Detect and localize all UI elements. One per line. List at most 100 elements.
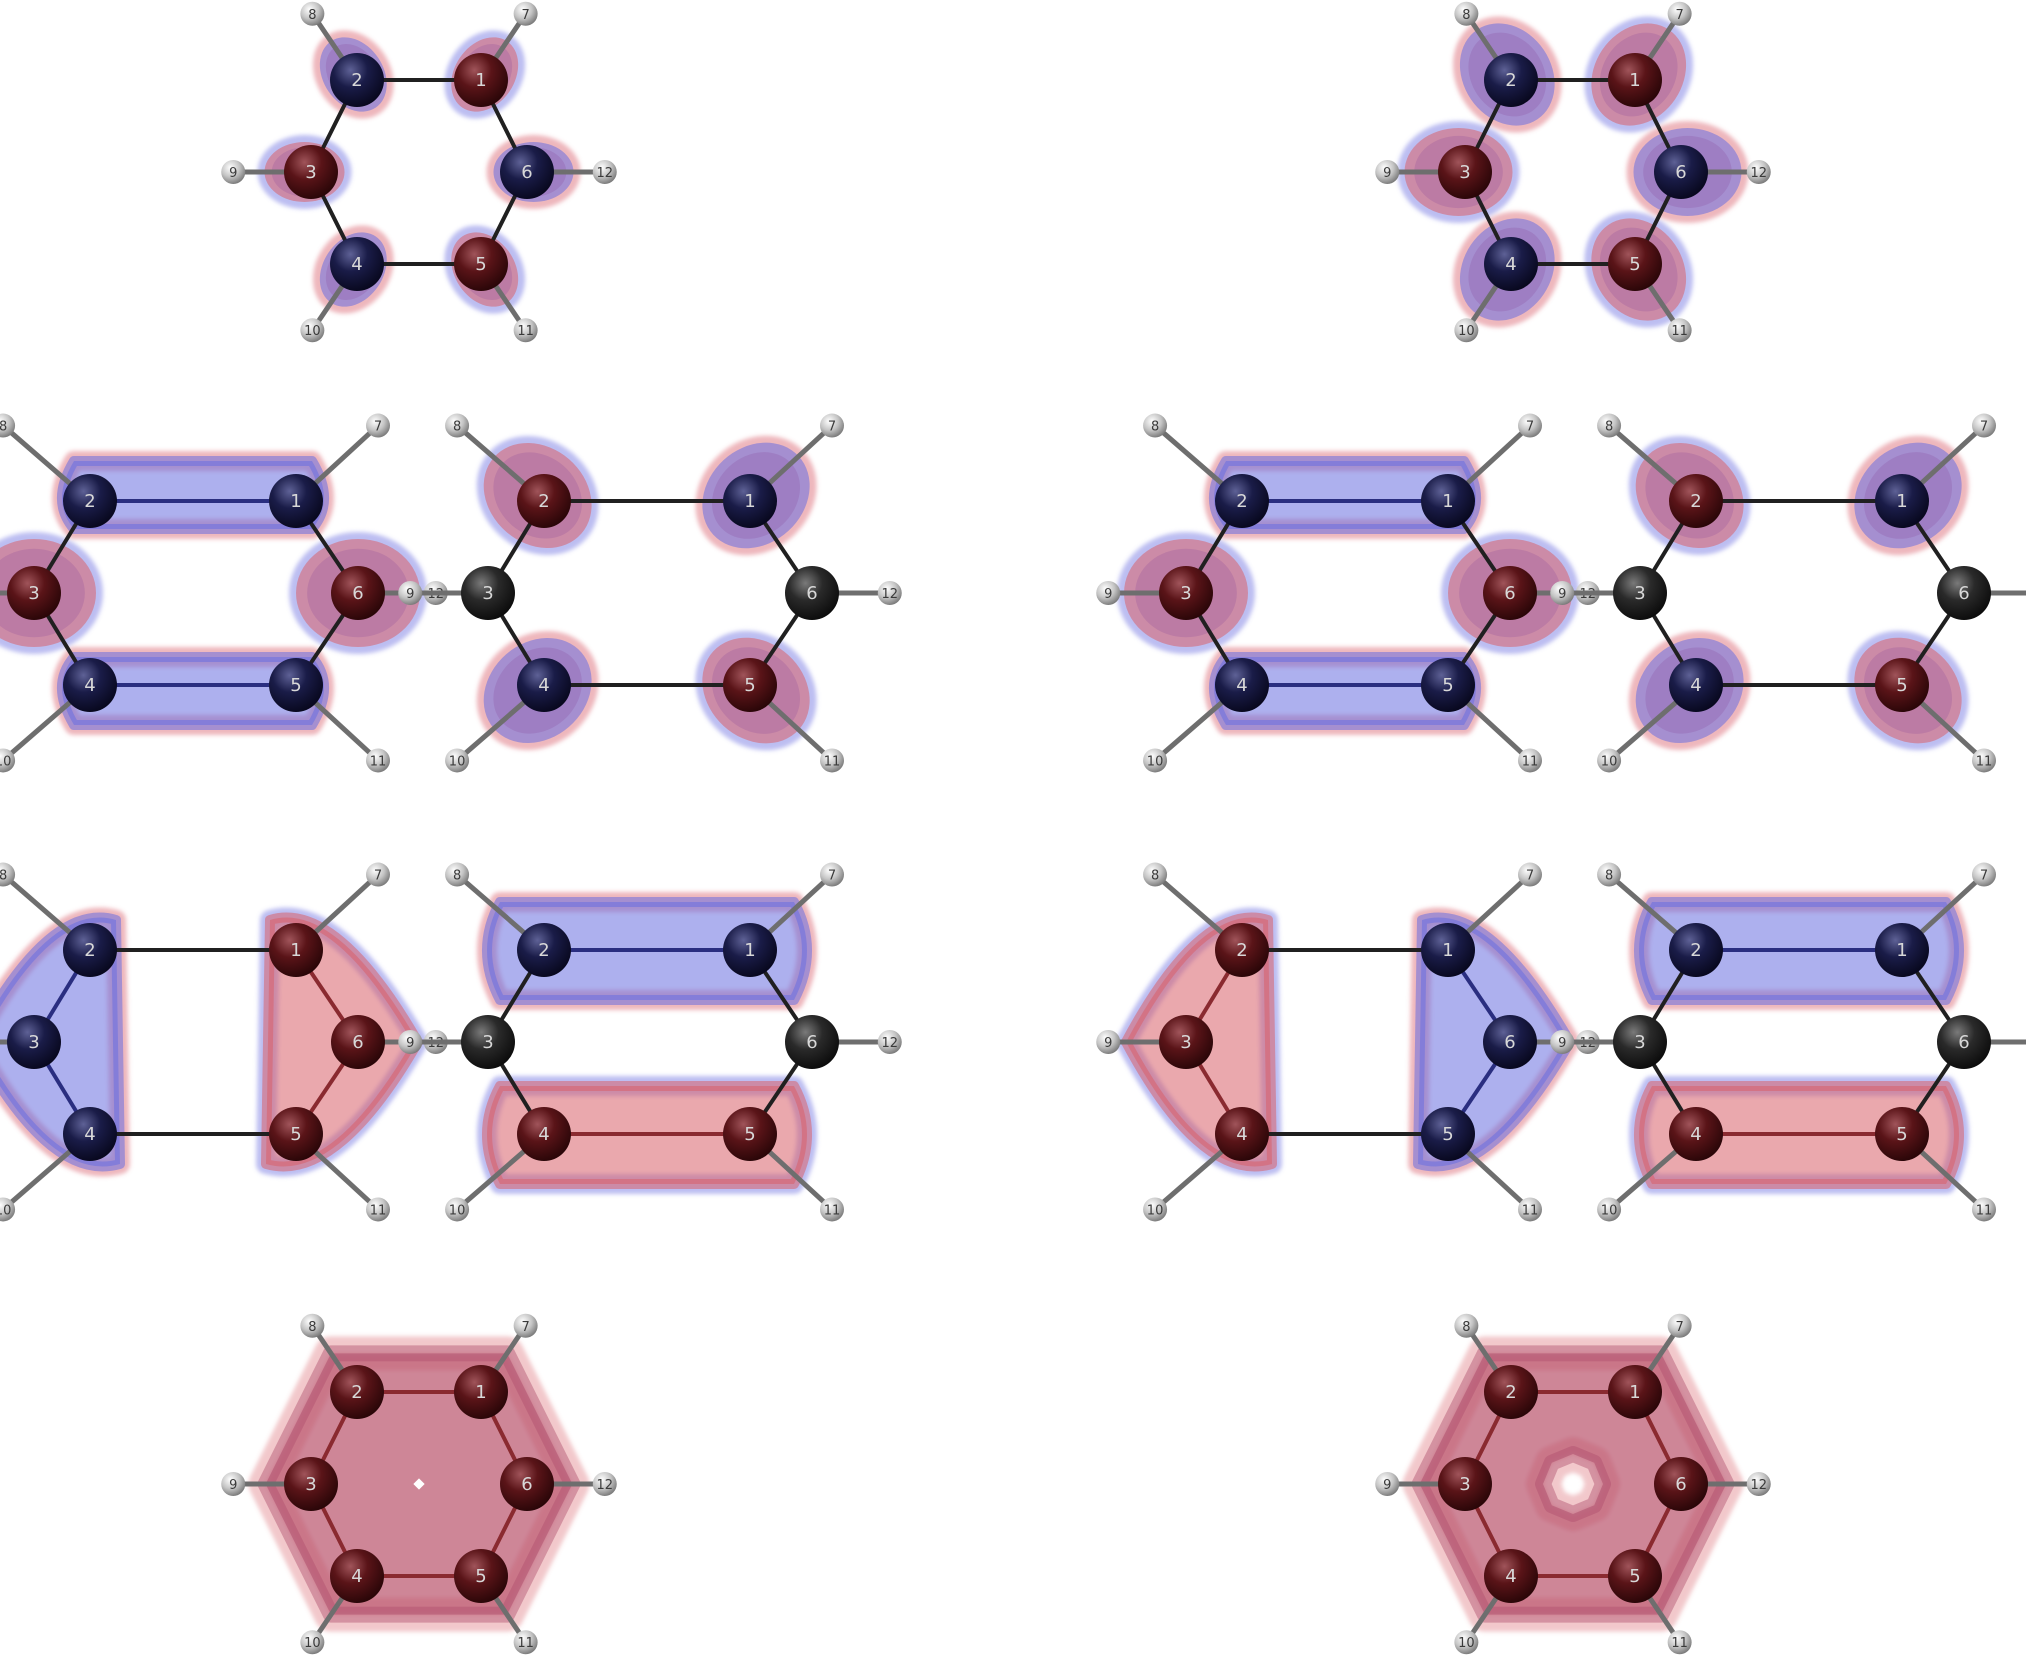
carbon-atom-5: 5: [1421, 1107, 1475, 1161]
hydrogen-label: 11: [1522, 1203, 1539, 1218]
hydrogen-label: 7: [1980, 420, 1988, 435]
hydrogen-label: 10: [1147, 754, 1164, 769]
carbon-label: 5: [1896, 675, 1907, 696]
hydrogen-atom-8: 8: [1597, 862, 1622, 887]
carbon-atoms: 1 2 3 4 5 6: [1613, 474, 1991, 712]
hydrogen-label: 10: [449, 754, 466, 769]
lobe-bond-4-5: [1629, 1076, 1969, 1194]
hydrogen-atom-7: 7: [366, 862, 390, 887]
carbon-atom-3: 3: [1438, 145, 1492, 199]
carbon-atoms: 1 2 3 4 5 6: [461, 923, 839, 1161]
carbon-label: 3: [28, 1032, 39, 1053]
carbon-label: 3: [1180, 583, 1191, 604]
carbon-label: 5: [475, 254, 486, 275]
hydrogen-label: 11: [1671, 1636, 1688, 1651]
hydrogen-atom-12: 12: [1746, 1472, 1771, 1496]
carbon-label: 3: [1459, 1474, 1470, 1495]
carbon-atom-2: 2: [330, 53, 384, 107]
hydrogen-atom-10: 10: [445, 1197, 470, 1222]
carbon-atom-5: 5: [1421, 658, 1475, 712]
carbon-label: 1: [1629, 70, 1640, 91]
hydrogen-label: 9: [1104, 1036, 1112, 1051]
carbon-atom-1: 1: [269, 923, 323, 977]
hydrogen-label: 10: [0, 1203, 11, 1218]
hydrogen-atom-7: 7: [1972, 862, 1996, 887]
carbon-atom-4: 4: [330, 1549, 384, 1603]
hydrogen-atom-7: 7: [1518, 413, 1542, 438]
carbon-label: 1: [290, 491, 301, 512]
carbon-label: 3: [305, 1474, 316, 1495]
hydrogen-label: 7: [521, 8, 529, 23]
carbon-atom-1: 1: [1608, 53, 1662, 107]
carbon-label: 3: [1180, 1032, 1191, 1053]
hydrogen-label: 7: [1675, 1320, 1683, 1335]
carbon-label: 6: [521, 1474, 532, 1495]
hydrogen-label: 8: [308, 1320, 316, 1335]
hydrogen-atom-8: 8: [0, 862, 16, 887]
carbon-label: 3: [28, 583, 39, 604]
carbon-label: 6: [1675, 1474, 1686, 1495]
carbon-atom-2: 2: [63, 474, 117, 528]
carbon-atom-1: 1: [1421, 474, 1475, 528]
hydrogen-atom-8: 8: [445, 862, 470, 887]
carbon-label: 5: [1629, 254, 1640, 275]
hydrogen-label: 10: [1601, 1203, 1618, 1218]
carbon-label: 6: [1675, 162, 1686, 183]
carbon-atom-6: 6: [1483, 566, 1537, 620]
carbon-atom-6: 6: [1654, 145, 1708, 199]
hydrogen-atom-7: 7: [513, 1, 538, 26]
hydrogen-atom-7: 7: [1667, 1313, 1692, 1338]
hydrogen-label: 12: [596, 1478, 613, 1493]
carbon-label: 1: [744, 491, 755, 512]
carbon-atom-5: 5: [1875, 1107, 1929, 1161]
carbon-atoms: 1 2 3 4 5 6: [1438, 53, 1708, 291]
hydrogen-atom-11: 11: [366, 1197, 390, 1222]
carbon-label: 3: [305, 162, 316, 183]
hydrogen-atom-11: 11: [820, 748, 844, 773]
carbon-label: 4: [1690, 1124, 1701, 1145]
carbon-label: 2: [1505, 70, 1516, 91]
carbon-atom-2: 2: [330, 1365, 384, 1419]
carbon-atom-5: 5: [723, 1107, 777, 1161]
hydrogen-atom-10: 10: [1143, 1197, 1168, 1222]
hydrogen-atom-9: 9: [1375, 160, 1400, 184]
carbon-atom-5: 5: [269, 1107, 323, 1161]
hydrogen-label: 7: [828, 869, 836, 884]
hydrogen-atom-10: 10: [0, 1197, 16, 1222]
hydrogen-atom-8: 8: [1143, 862, 1168, 887]
carbon-atom-5: 5: [723, 658, 777, 712]
carbon-atom-2: 2: [1669, 474, 1723, 528]
carbon-label: 4: [351, 254, 362, 275]
carbon-atom-3: 3: [1159, 566, 1213, 620]
hydrogen-label: 8: [1151, 420, 1159, 435]
hydrogen-atom-11: 11: [1667, 318, 1692, 343]
hydrogen-atom-11: 11: [1518, 1197, 1542, 1222]
hydrogen-label: 9: [1383, 166, 1391, 181]
hydrogen-atom-8: 8: [300, 1313, 325, 1338]
carbon-label: 6: [1504, 583, 1515, 604]
carbon-label: 2: [351, 1382, 362, 1403]
carbon-label: 6: [1958, 583, 1969, 604]
hydrogen-label: 12: [596, 166, 613, 181]
hydrogen-label: 10: [449, 1203, 466, 1218]
carbon-atom-5: 5: [1608, 1549, 1662, 1603]
hydrogen-label: 8: [1151, 869, 1159, 884]
carbon-label: 2: [1236, 940, 1247, 961]
carbon-atom-3: 3: [7, 1015, 61, 1069]
lobe-bond-4-5: [1204, 647, 1486, 735]
hydrogen-atom-8: 8: [1454, 1, 1479, 26]
hydrogen-label: 7: [374, 869, 382, 884]
carbon-label: 6: [806, 1032, 817, 1053]
carbon-label: 4: [1236, 1124, 1247, 1145]
hydrogen-atom-8: 8: [1454, 1313, 1479, 1338]
carbon-label: 6: [1504, 1032, 1515, 1053]
hydrogen-atom-10: 10: [1597, 1197, 1622, 1222]
carbon-atom-3: 3: [1613, 566, 1667, 620]
